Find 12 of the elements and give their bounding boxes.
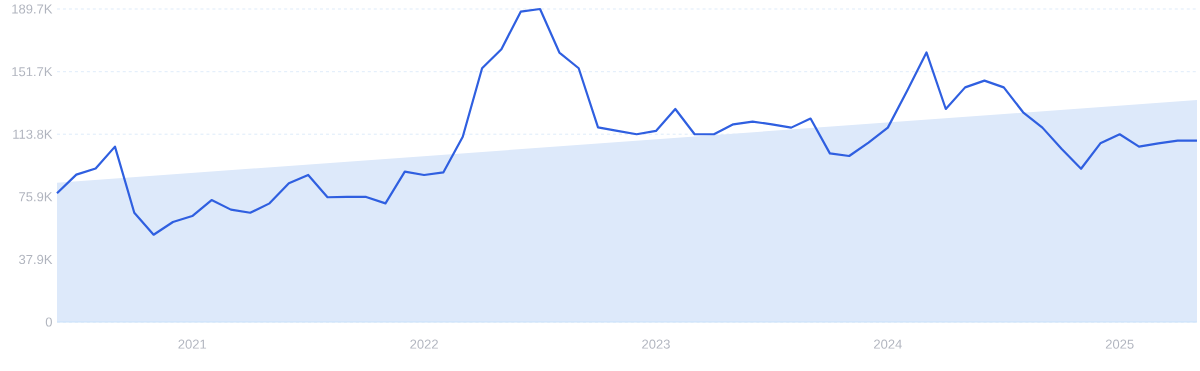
x-tick-label: 2022 xyxy=(410,339,438,349)
x-tick-label: 2021 xyxy=(178,339,207,349)
y-tick-label: 189.7K xyxy=(12,4,53,14)
x-tick-label: 2023 xyxy=(642,339,670,349)
x-tick-label: 2025 xyxy=(1105,339,1134,349)
y-tick-label: 75.9K xyxy=(19,192,53,202)
y-tick-label: 151.7K xyxy=(12,67,53,77)
line-series xyxy=(55,7,1199,236)
y-tick-label: 0 xyxy=(45,317,52,327)
x-tick-label: 2024 xyxy=(874,339,902,349)
y-tick-label: 113.8K xyxy=(13,129,53,139)
y-tick-label: 37.9K xyxy=(19,254,53,265)
